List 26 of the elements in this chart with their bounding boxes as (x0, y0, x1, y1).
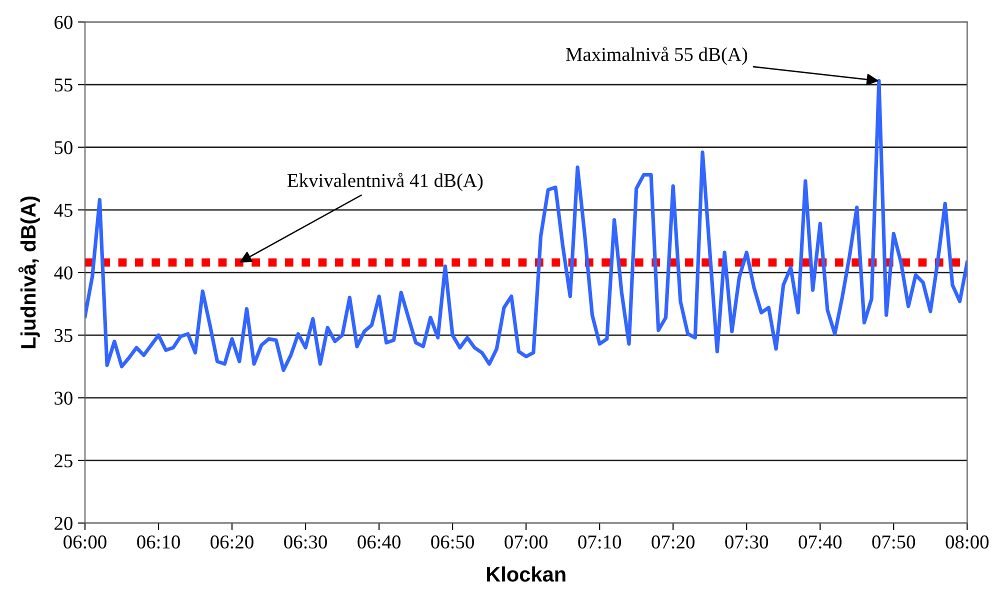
x-tick-label: 08:00 (946, 535, 989, 549)
x-tick-label: 07:40 (798, 535, 842, 549)
y-tick-label: 45 (54, 204, 72, 217)
y-axis-title: Ljudnivå, dB(A) (18, 196, 40, 348)
x-tick-label: 06:50 (431, 535, 474, 549)
x-tick-label: 07:50 (872, 535, 916, 549)
y-tick-label: 60 (54, 16, 72, 29)
y-tick-label: 55 (54, 78, 72, 92)
y-tick-label: 20 (54, 516, 72, 530)
x-tick-label: 07:10 (578, 535, 622, 549)
annotation: Ekvivalentnivå 41 dB(A) (287, 172, 483, 192)
x-tick-label: 07:20 (652, 535, 694, 549)
x-tick-label: 06:00 (64, 535, 106, 549)
x-tick-label: 07:30 (725, 535, 768, 549)
y-tick-label: 25 (54, 454, 72, 468)
x-axis-title: Klockan (486, 566, 566, 582)
y-tick-label: 30 (54, 392, 72, 405)
x-tick-label: 06:20 (210, 535, 254, 549)
x-tick-label: 06:30 (284, 535, 327, 549)
y-tick-label: 35 (54, 329, 72, 342)
y-tick-label: 50 (54, 141, 72, 154)
x-tick-label: 06:40 (358, 535, 400, 549)
x-tick-label: 07:00 (504, 535, 548, 549)
annotation: Maximalnivå 55 dB(A) (566, 46, 748, 65)
x-tick-label: 06:10 (137, 535, 180, 549)
y-tick-label: 40 (54, 266, 72, 280)
